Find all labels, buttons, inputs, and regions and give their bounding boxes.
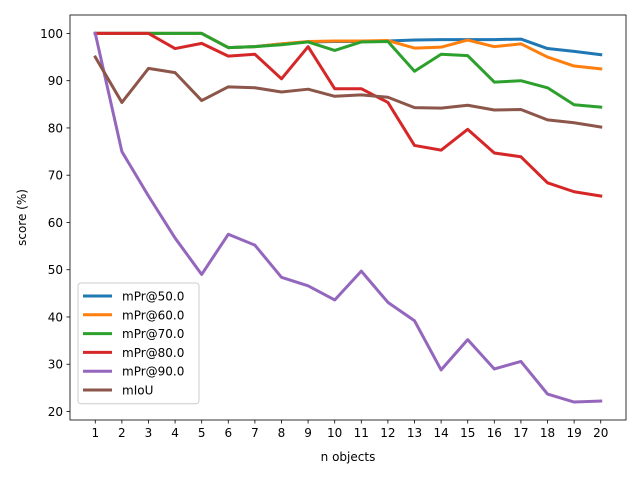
plot-frame: [69, 14, 627, 421]
x-axis-ticks: 1 2 3 4 5 6 7 8 9 10 11 12 13 14 15 16 17 18 19 20: [91, 420, 608, 440]
y-tick-label: 40: [48, 310, 63, 324]
x-axis-label: n objects: [321, 450, 376, 464]
legend-label: mPr@50.0: [122, 290, 184, 304]
legend-label: mPr@80.0: [122, 346, 184, 360]
x-tick-label: 7: [251, 426, 259, 440]
legend-label: mPr@90.0: [122, 365, 184, 379]
y-tick-label: 90: [48, 74, 63, 88]
y-tick-label: 50: [48, 263, 63, 277]
x-tick-label: 10: [327, 426, 342, 440]
y-axis-label: score (%): [15, 189, 29, 246]
y-tick-label: 20: [48, 405, 63, 419]
x-tick-label: 11: [354, 426, 369, 440]
x-tick-label: 8: [278, 426, 286, 440]
x-tick-label: 20: [593, 426, 608, 440]
legend-label: mIoU: [122, 384, 153, 398]
y-tick-label: 100: [40, 27, 63, 41]
series-line-mpr-90-0: [93, 31, 603, 404]
x-tick-label: 14: [433, 426, 448, 440]
x-tick-label: 2: [118, 426, 126, 440]
series-layer: [93, 31, 603, 404]
x-tick-label: 13: [407, 426, 422, 440]
x-tick-label: 18: [540, 426, 555, 440]
y-tick-label: 60: [48, 216, 63, 230]
series-line-mpr-70-0: [93, 31, 603, 109]
x-tick-label: 19: [566, 426, 581, 440]
legend: mPr@50.0 mPr@60.0 mPr@70.0 mPr@80.0 mPr@90.0…: [77, 282, 200, 405]
x-tick-label: 6: [224, 426, 232, 440]
x-tick-label: 3: [145, 426, 153, 440]
x-tick-label: 15: [460, 426, 475, 440]
x-tick-label: 16: [487, 426, 502, 440]
x-tick-label: 9: [304, 426, 312, 440]
y-axis-ticks: 20 30 40 50 60 70 80 90 100: [40, 27, 70, 419]
x-tick-label: 17: [513, 426, 528, 440]
x-tick-label: 5: [198, 426, 206, 440]
series-line-miou: [93, 55, 603, 129]
legend-label: mPr@70.0: [122, 327, 184, 341]
x-tick-label: 4: [171, 426, 179, 440]
y-tick-label: 30: [48, 358, 63, 372]
y-tick-label: 70: [48, 169, 63, 183]
legend-box: [77, 282, 200, 405]
series-line-mpr-80-0: [93, 31, 603, 198]
x-tick-label: 12: [380, 426, 395, 440]
y-tick-label: 80: [48, 121, 63, 135]
legend-label: mPr@60.0: [122, 308, 184, 322]
x-tick-label: 1: [91, 426, 99, 440]
